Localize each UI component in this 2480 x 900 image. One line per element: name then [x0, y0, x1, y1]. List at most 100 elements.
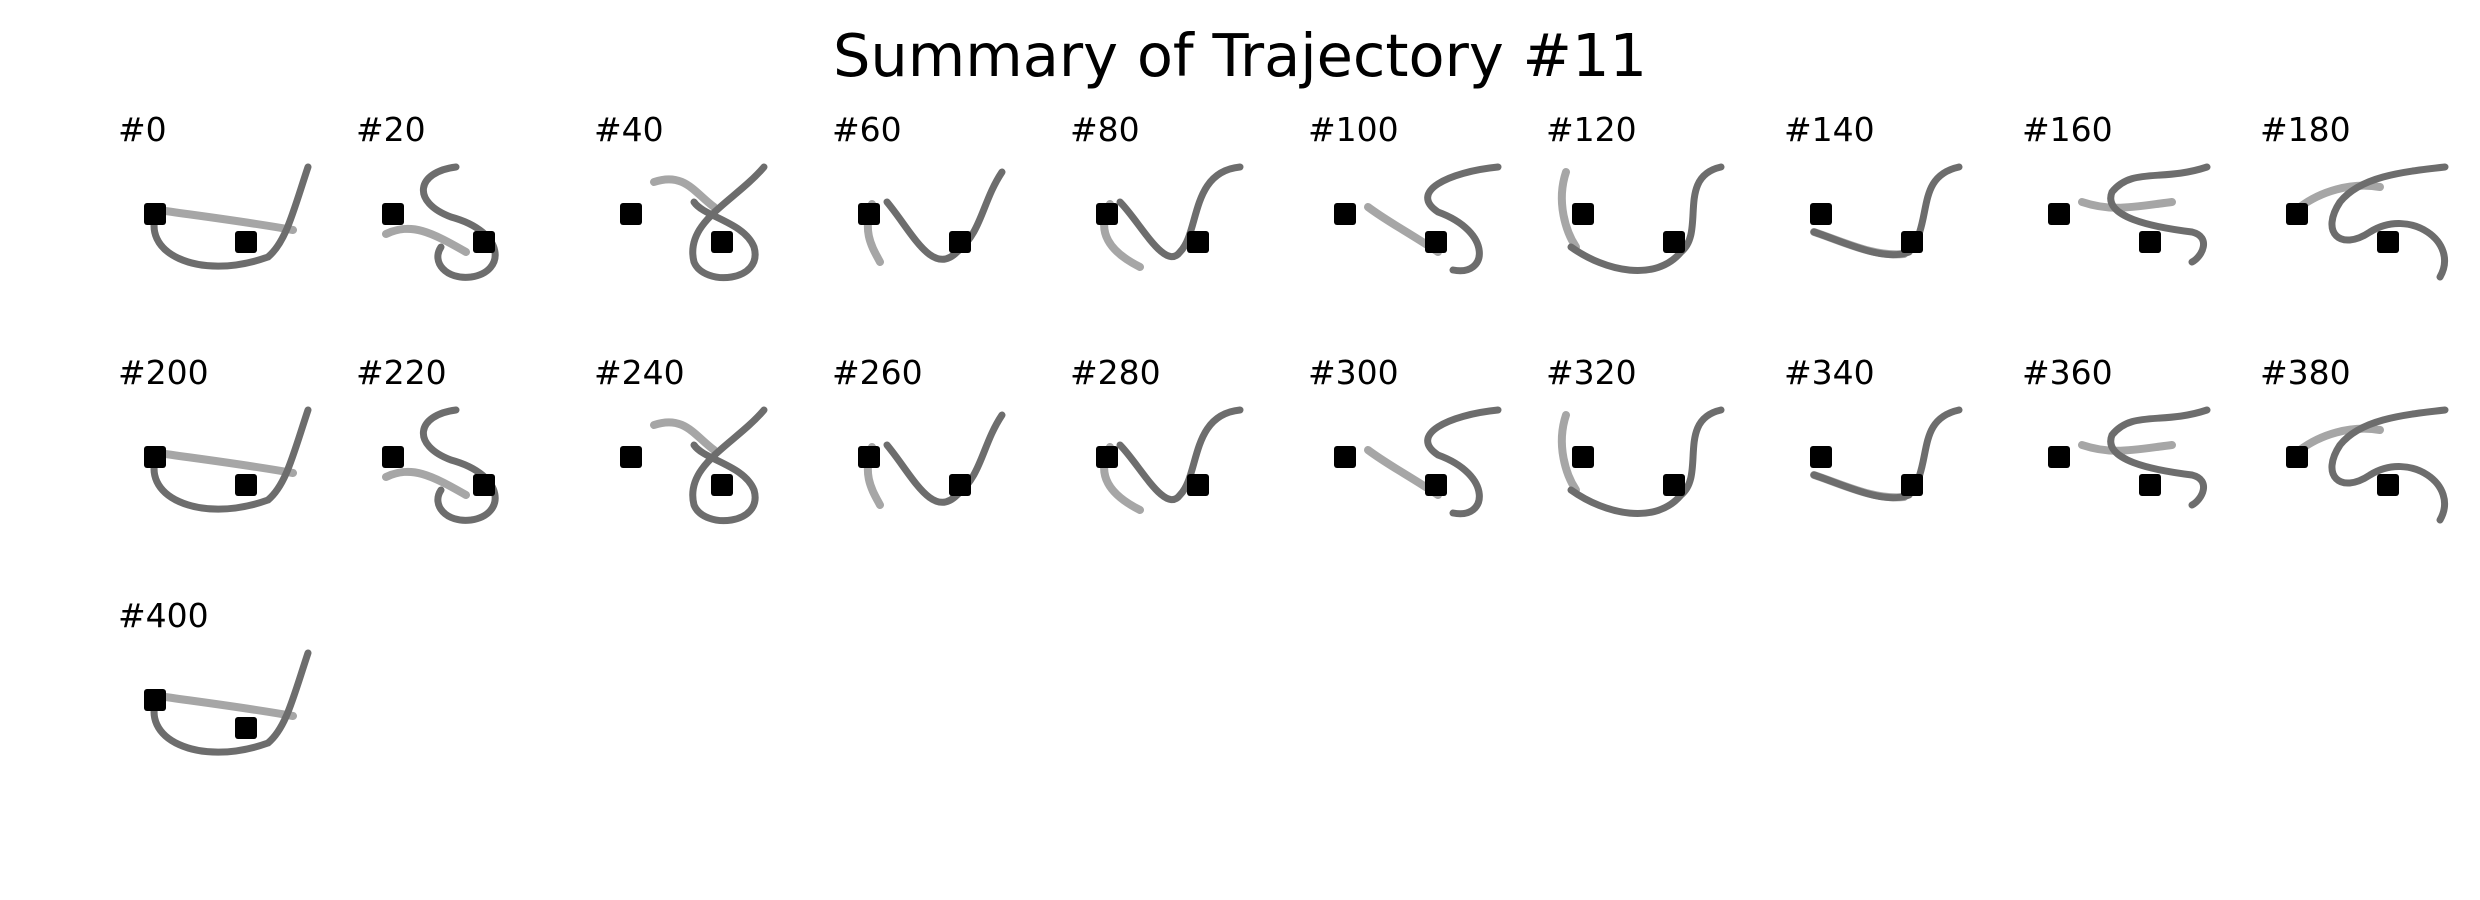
start-marker — [2048, 203, 2070, 225]
figure-title: Summary of Trajectory #11 — [832, 21, 1648, 90]
frame-label: #180 — [2260, 110, 2351, 149]
goal-marker — [1663, 231, 1685, 253]
start-marker — [620, 203, 642, 225]
goal-marker — [235, 474, 257, 496]
goal-marker — [711, 231, 733, 253]
frame-tile: #180 — [2260, 110, 2450, 302]
frame-tile: #200 — [118, 353, 312, 545]
trajectory-image — [144, 649, 312, 756]
start-marker — [2286, 446, 2308, 468]
start-marker — [382, 446, 404, 468]
goal-marker — [1425, 474, 1447, 496]
trajectory-stroke-light — [382, 224, 470, 256]
goal-marker — [711, 474, 733, 496]
frame-label: #400 — [118, 596, 209, 635]
trajectory-stroke-light — [2078, 441, 2176, 455]
trajectory-stroke-light — [650, 175, 718, 211]
trajectory-stroke — [883, 411, 1006, 506]
frame-label: #360 — [2022, 353, 2113, 392]
goal-marker — [949, 231, 971, 253]
start-marker — [2048, 446, 2070, 468]
goal-marker — [473, 474, 495, 496]
start-marker — [144, 446, 166, 468]
start-marker — [1572, 446, 1594, 468]
frame-tile: #360 — [2022, 353, 2212, 545]
goal-marker — [2377, 474, 2399, 496]
goal-marker — [473, 231, 495, 253]
frame-tile: #60 — [832, 110, 1022, 302]
start-marker — [1334, 203, 1356, 225]
trajectory-stroke-light — [154, 449, 297, 477]
trajectory-stroke — [1116, 163, 1244, 261]
frame-tile: #20 — [356, 110, 546, 302]
trajectory-stroke — [1116, 406, 1244, 504]
frame-tile: #380 — [2260, 353, 2450, 545]
trajectory-stroke — [419, 406, 499, 524]
frame-tile: #160 — [2022, 110, 2212, 302]
trajectory-image — [1334, 406, 1502, 518]
frame-tile: #340 — [1784, 353, 1974, 545]
frame-tile: #80 — [1070, 110, 1260, 302]
goal-marker — [2139, 474, 2161, 496]
start-marker — [1810, 203, 1832, 225]
frame-tile: #120 — [1546, 110, 1736, 302]
goal-marker — [235, 231, 257, 253]
trajectory-image — [1557, 163, 1725, 274]
goal-marker — [235, 717, 257, 739]
trajectory-image — [1810, 163, 1963, 259]
trajectory-stroke — [1810, 406, 1963, 502]
trajectory-stroke — [883, 168, 1006, 263]
trajectory-image — [1557, 406, 1725, 517]
trajectory-stroke-light — [154, 692, 297, 720]
trajectory-stroke — [1810, 163, 1963, 259]
frame-label: #280 — [1070, 353, 1161, 392]
trajectory-stroke — [2328, 163, 2449, 281]
trajectory-stroke-light — [2296, 181, 2384, 211]
frame-tile: #400 — [118, 596, 312, 788]
start-marker — [858, 203, 880, 225]
goal-marker — [1901, 474, 1923, 496]
trajectory-stroke-light — [382, 467, 470, 499]
trajectory-stroke-light — [2078, 198, 2176, 212]
trajectory-image — [2048, 406, 2211, 509]
frame-label: #40 — [594, 110, 664, 149]
frame-tile: #100 — [1308, 110, 1502, 302]
trajectory-image — [620, 406, 768, 525]
frame-label: #200 — [118, 353, 209, 392]
frame-tile: #0 — [118, 110, 312, 302]
start-marker — [144, 689, 166, 711]
frame-label: #260 — [832, 353, 923, 392]
frame-label: #140 — [1784, 110, 1875, 149]
trajectory-stroke-light — [650, 418, 718, 454]
trajectory-image — [1334, 163, 1502, 275]
start-marker — [1334, 446, 1356, 468]
frame-label: #0 — [118, 110, 167, 149]
frame-label: #380 — [2260, 353, 2351, 392]
trajectory-stroke — [689, 406, 768, 525]
trajectory-stroke-light — [154, 206, 297, 234]
frame-label: #160 — [2022, 110, 2113, 149]
trajectory-stroke-light — [1557, 168, 1580, 251]
frame-label: #100 — [1308, 110, 1399, 149]
frame-label: #80 — [1070, 110, 1140, 149]
start-marker — [2286, 203, 2308, 225]
trajectory-image — [2286, 406, 2449, 524]
trajectory-stroke — [1424, 406, 1502, 518]
trajectory-image — [144, 406, 312, 513]
start-marker — [858, 446, 880, 468]
trajectory-stroke — [1424, 163, 1502, 275]
trajectory-stroke — [2328, 406, 2449, 524]
trajectory-stroke — [150, 649, 312, 756]
frame-tile: #140 — [1784, 110, 1974, 302]
start-marker — [1096, 203, 1118, 225]
trajectory-stroke — [150, 406, 312, 513]
trajectory-stroke-light — [1557, 411, 1580, 494]
frame-label: #320 — [1546, 353, 1637, 392]
trajectory-image — [382, 163, 499, 281]
frame-tile: #40 — [594, 110, 784, 302]
goal-marker — [1187, 474, 1209, 496]
goal-marker — [1663, 474, 1685, 496]
trajectory-image — [620, 163, 768, 282]
trajectory-image — [2048, 163, 2211, 266]
